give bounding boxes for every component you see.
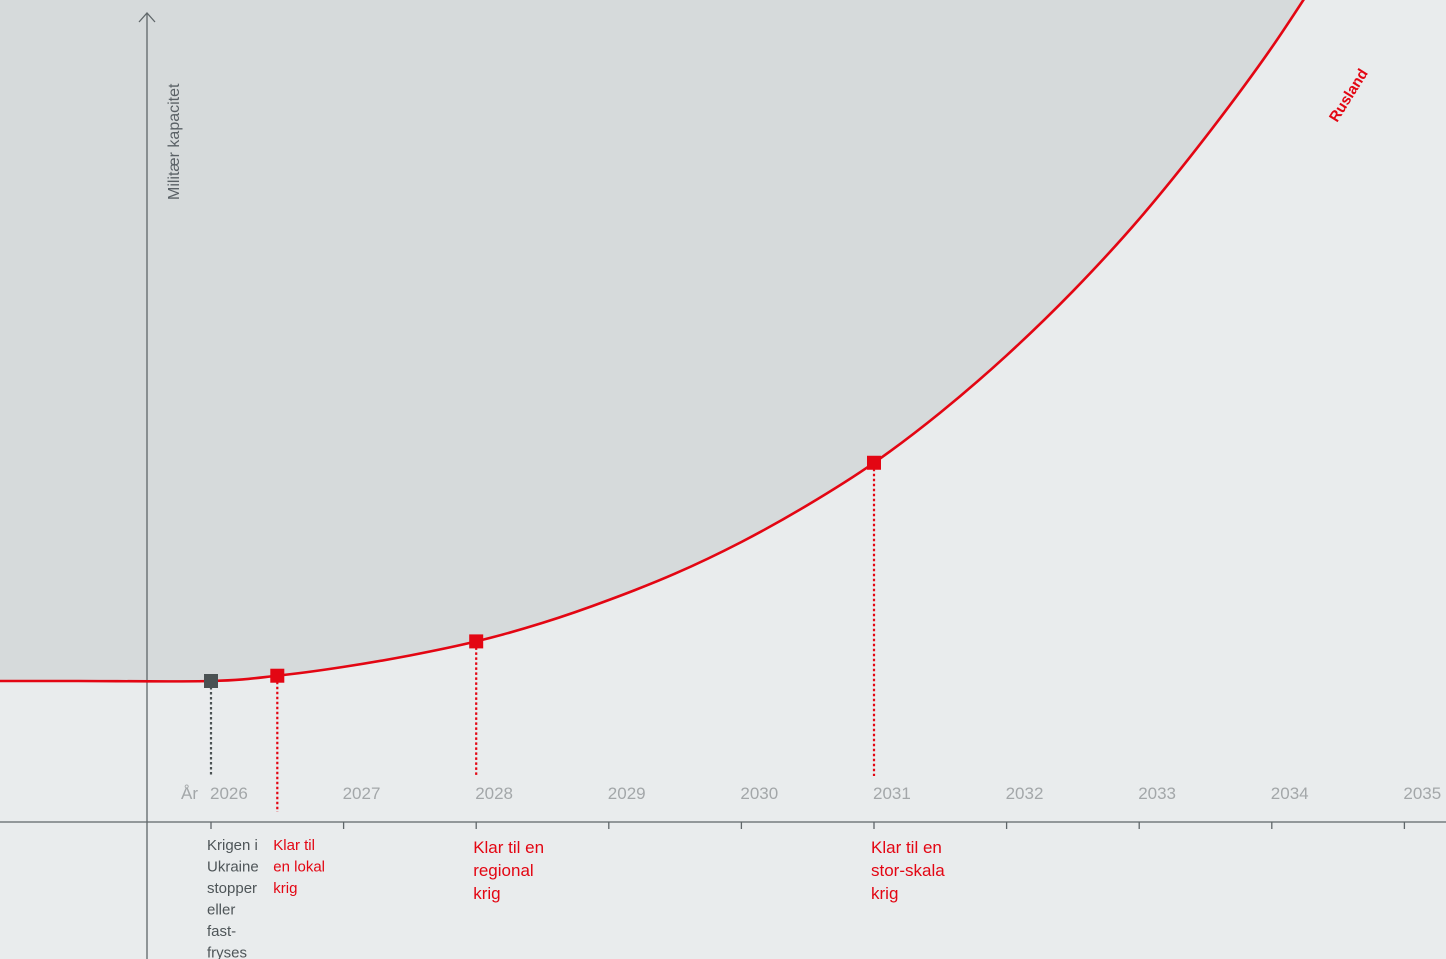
x-axis-tick-labels: 2026 2027 2028 2029 2030 2031 2032 2033 2034 2035: [210, 784, 1441, 803]
annotation-line: krig: [273, 880, 297, 897]
x-tick-label: 2030: [740, 784, 778, 803]
milestone-marker: [270, 668, 285, 683]
x-tick-label: 2027: [343, 784, 381, 803]
annotation-line: stor-skala: [871, 861, 945, 880]
annotation-line: Klar til: [273, 837, 315, 854]
x-tick-label: 2035: [1403, 784, 1441, 803]
annotation-line: Klar til en: [473, 838, 544, 857]
dotted-drop-lines: [209, 468, 876, 812]
y-axis-arrow-icon: [138, 12, 156, 23]
x-axis-label: År: [181, 784, 198, 803]
milestone-marker: [469, 634, 484, 649]
annotation-line: krig: [871, 884, 898, 903]
x-tick-label: 2031: [873, 784, 911, 803]
annotation-line: krig: [473, 884, 500, 903]
milestone-marker: [867, 455, 881, 470]
x-tick-label: 2026: [210, 784, 248, 803]
x-tick-label: 2033: [1138, 784, 1176, 803]
annotation-line: fast-: [207, 923, 236, 940]
annotation-line: Krigen i: [207, 837, 258, 854]
x-tick-label: 2029: [608, 784, 646, 803]
y-axis-label: Militær kapacitet: [166, 83, 183, 200]
x-axis-tick-marks: [210, 822, 1406, 829]
annotation-line: Ukraine: [207, 859, 259, 876]
x-tick-label: 2028: [475, 784, 513, 803]
milestone-markers: [204, 455, 881, 688]
milestone-marker: [204, 674, 218, 688]
annotation-line: stopper: [207, 880, 257, 897]
milestone-annotations: Krigen i Ukraine stopper eller fast-fryses Kl…: [207, 837, 945, 959]
x-tick-label: 2032: [1006, 784, 1044, 803]
annotation-line: en lokal: [273, 859, 325, 876]
annotation-line: Klar til en: [871, 838, 942, 857]
annotation-line: regional: [473, 861, 534, 880]
shaded-area-above-curve: [0, 0, 1446, 682]
annotation-line: eller: [207, 902, 235, 919]
annotation-line: fryses: [207, 945, 247, 959]
series-line-rusland: [0, 0, 1305, 683]
x-tick-label: 2034: [1271, 784, 1309, 803]
